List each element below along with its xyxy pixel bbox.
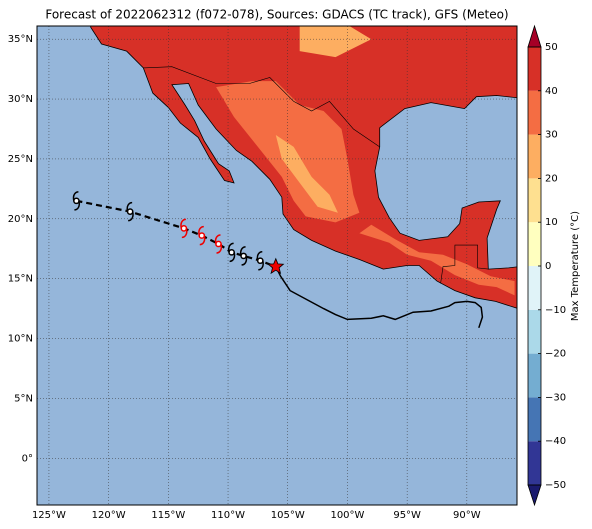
storm-eye (198, 232, 206, 239)
colorbar-band (528, 266, 541, 310)
x-tick-label: 120°W (92, 510, 126, 521)
land-layer (90, 26, 517, 309)
y-tick-label: 10°N (8, 334, 33, 345)
map-title: Forecast of 2022062312 (f072-078), Sourc… (45, 8, 508, 22)
x-tick-label: 100°W (330, 510, 364, 521)
colorbar-tick-label: 50 (545, 42, 558, 53)
storm-symbol (239, 246, 248, 266)
storm-symbol (180, 218, 188, 239)
storm-eye (256, 257, 264, 265)
storm-arm (241, 255, 248, 266)
storm-symbol (198, 225, 206, 246)
colorbar-band (528, 309, 541, 354)
colorbar-band (528, 178, 541, 223)
storm-eye (215, 240, 222, 248)
land-cool (299, 26, 372, 58)
land-cool (275, 135, 338, 213)
storm-arm (126, 201, 133, 212)
storm-arm (180, 218, 186, 229)
x-tick-label: 95°W (393, 510, 421, 521)
colorbar-tick-label: −50 (545, 480, 566, 491)
storm-eye (240, 252, 247, 260)
past-track (275, 266, 484, 329)
storm-arm (128, 211, 134, 222)
storm-arm (74, 200, 81, 211)
storm-eye (228, 248, 235, 256)
x-tick-label: 105°W (271, 510, 305, 521)
colorbar-tick-label: −10 (545, 305, 566, 316)
storm-arm (214, 234, 221, 245)
colorbar-band (528, 353, 541, 398)
storm-arm (228, 242, 234, 253)
storm-arm (239, 246, 246, 257)
colorbar-tick-label: 40 (545, 86, 558, 97)
y-tick-label: 25°N (8, 154, 33, 165)
colorbar-band (528, 47, 541, 91)
colorbar-band (528, 90, 541, 135)
storm-symbol (126, 201, 134, 222)
storm-symbol (72, 191, 81, 211)
storm-arm (216, 243, 223, 254)
storm-arm (72, 191, 79, 202)
x-tick-label: 115°W (151, 510, 185, 521)
storm-eye (126, 208, 134, 215)
map-frame (36, 25, 518, 506)
x-tick-label: 125°W (32, 510, 66, 521)
y-tick-label: 30°N (8, 94, 33, 105)
border (440, 244, 489, 284)
storm-arm (258, 260, 264, 271)
colorbar-tick-label: 0 (545, 261, 551, 272)
colorbar-band (528, 397, 541, 442)
colorbar-over (527, 24, 542, 48)
y-tick-label: 35°N (8, 34, 33, 45)
y-tick-label: 15°N (8, 274, 33, 285)
land-cooler (359, 224, 515, 296)
colorbar-band (528, 222, 541, 266)
storm-arm (256, 250, 263, 261)
y-tick-label: 5°N (14, 393, 33, 404)
colorbar-tick-label: −30 (545, 392, 566, 403)
storm-eye (180, 225, 188, 232)
colorbar-band (528, 134, 541, 179)
colorbar-under (527, 484, 542, 507)
colorbar-band (528, 441, 541, 485)
current-position (267, 257, 285, 275)
storm-symbol (214, 234, 223, 254)
x-tick-label: 110°W (211, 510, 245, 521)
colorbar-tick-label: −40 (545, 436, 566, 447)
storm-arm (199, 235, 206, 246)
storm-arm (181, 228, 188, 239)
x-tick-label: 90°W (453, 510, 481, 521)
colorbar-tick-label: −20 (545, 349, 566, 360)
storm-symbol (228, 242, 236, 263)
y-tick-label: 20°N (8, 214, 33, 225)
map-area (36, 25, 518, 506)
storm-eye (73, 197, 80, 205)
colorbar-tick-label: 30 (545, 130, 558, 141)
colorbar-label: Max Temperature (°C) (570, 211, 581, 321)
storm-arm (229, 252, 236, 263)
colorbar-tick-label: 20 (545, 173, 558, 184)
y-tick-label: 0° (22, 453, 33, 464)
forecast-track (76, 199, 277, 268)
colorbar-tick-label: 10 (545, 217, 558, 228)
border (143, 66, 380, 148)
storm-arm (198, 225, 204, 236)
storm-symbol (256, 250, 264, 271)
